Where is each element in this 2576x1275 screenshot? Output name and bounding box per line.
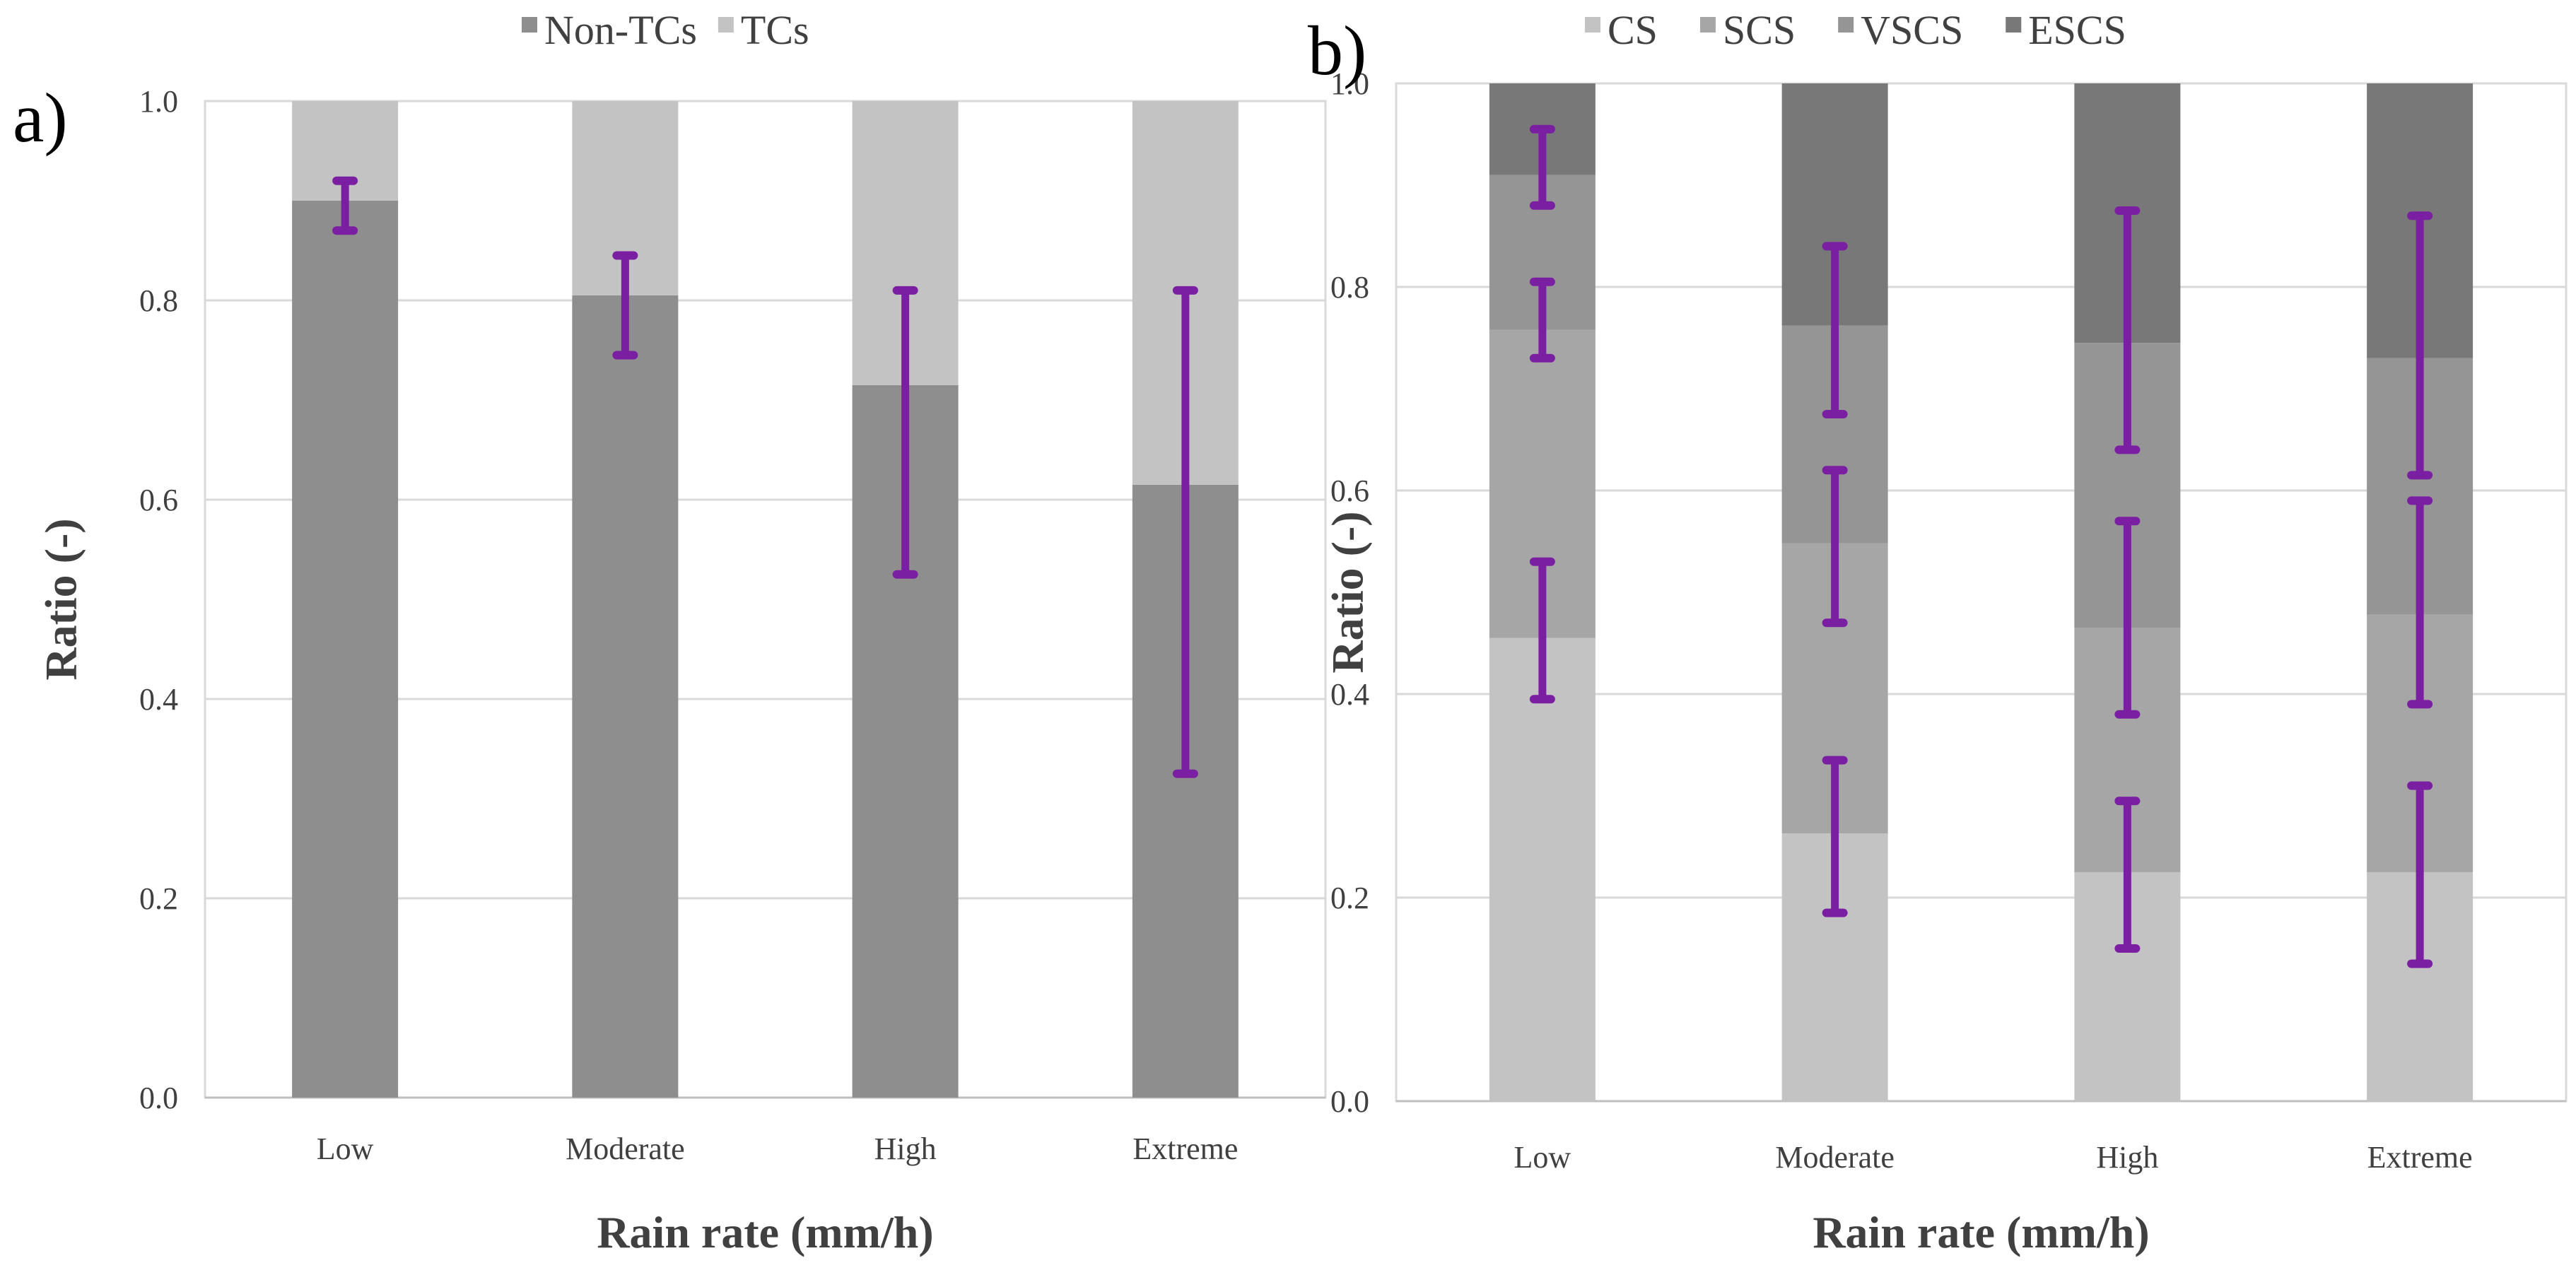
legend-label: SCS [1723, 7, 1796, 53]
y-tick-label: 0.4 [139, 682, 178, 717]
y-tick-label: 0.6 [139, 483, 178, 517]
y-tick-label: 0.8 [1330, 270, 1369, 305]
legend-swatch [718, 17, 734, 33]
y-tick-label: 0.2 [1330, 881, 1369, 915]
y-tick-label: 0.0 [1330, 1084, 1369, 1119]
panel-letter: b) [1308, 11, 1366, 90]
x-tick-label: High [874, 1132, 937, 1166]
x-tick-label: Low [317, 1132, 374, 1166]
legend-swatch [1585, 17, 1600, 33]
y-axis-title: Ratio (-) [1322, 511, 1372, 673]
y-tick-label: 0.4 [1330, 677, 1369, 712]
legend-swatch [2006, 17, 2022, 33]
bar-segment-cs [1489, 638, 1596, 1101]
legend-label: Non-TCs [544, 7, 697, 53]
x-tick-label: Moderate [1775, 1140, 1895, 1175]
x-tick-label: Low [1514, 1140, 1571, 1175]
panel-letter: a) [13, 78, 68, 157]
y-tick-label: 1.0 [1330, 66, 1369, 101]
bar-segment-non-tcs [292, 201, 399, 1098]
panel-b-chart: 0.0 0.2 0.4 0.6 0.8 1.0 Low Moderate High Extreme… [1308, 7, 2568, 1257]
bar-segment-non-tcs [572, 295, 679, 1098]
x-tick-label: Moderate [566, 1132, 685, 1166]
y-axis-title: Ratio (-) [35, 518, 86, 680]
legend-swatch [1838, 17, 1854, 33]
legend-swatch [1699, 17, 1716, 33]
x-axis-title: Rain rate (mm/h) [1813, 1207, 2149, 1257]
y-tick-label: 1.0 [139, 84, 178, 119]
legend-label: VSCS [1861, 7, 1963, 53]
x-tick-label: High [2096, 1140, 2158, 1175]
x-axis-title: Rain rate (mm/h) [597, 1207, 933, 1257]
x-tick-label: Extreme [2367, 1140, 2473, 1175]
y-tick-label: 0.8 [139, 283, 178, 318]
y-tick-label: 0.0 [139, 1081, 178, 1115]
panel-a-chart: 0.0 0.2 0.4 0.6 0.8 1.0 Low Moderate High Extreme… [13, 7, 1327, 1257]
legend-label: CS [1608, 7, 1658, 53]
legend-swatch [522, 17, 537, 33]
legend-label: ESCS [2028, 7, 2126, 53]
y-tick-label: 0.2 [139, 881, 178, 916]
x-tick-label: Extreme [1132, 1132, 1238, 1166]
y-tick-label: 0.6 [1330, 474, 1369, 508]
legend-label: TCs [741, 7, 809, 53]
